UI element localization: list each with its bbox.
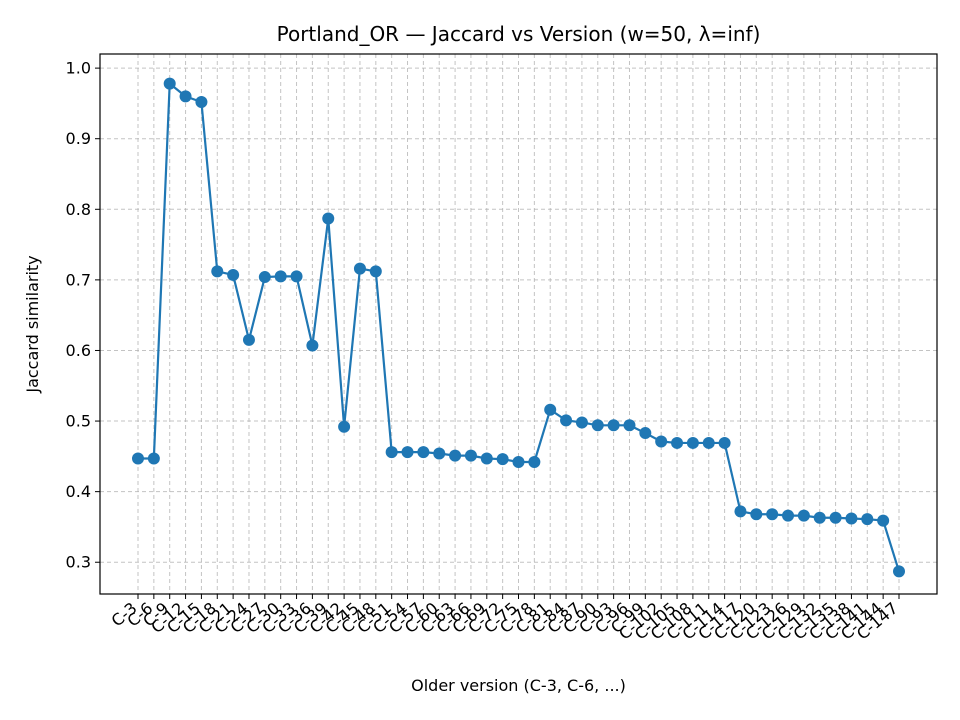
data-point bbox=[338, 420, 351, 433]
data-point bbox=[306, 339, 319, 352]
data-point bbox=[179, 90, 192, 103]
data-point bbox=[163, 77, 176, 90]
data-point bbox=[528, 456, 541, 468]
y-axis-label: Jaccard similarity bbox=[23, 255, 42, 393]
data-point bbox=[797, 509, 810, 522]
x-tick-labels: C-3C-6C-9C-12C-15C-18C-21C-24C-27C-30C-3… bbox=[108, 599, 902, 644]
data-point bbox=[480, 452, 493, 465]
data-point bbox=[750, 508, 763, 521]
data-points bbox=[132, 77, 905, 578]
y-tick-labels: 0.3 0.4 0.5 0.6 0.7 0.8 0.9 1.0 bbox=[66, 59, 91, 572]
data-point bbox=[227, 268, 240, 281]
data-point bbox=[433, 447, 446, 460]
data-point bbox=[353, 262, 366, 275]
data-point bbox=[544, 403, 557, 416]
data-point bbox=[385, 446, 398, 459]
data-point bbox=[607, 419, 620, 432]
data-point bbox=[829, 511, 842, 524]
y-tick-label: 0.5 bbox=[66, 412, 91, 431]
data-point bbox=[449, 449, 462, 462]
y-tick-label: 0.8 bbox=[66, 200, 91, 219]
data-point bbox=[893, 565, 905, 578]
data-point bbox=[195, 96, 208, 108]
data-point bbox=[290, 270, 303, 283]
data-point bbox=[417, 446, 430, 459]
data-point bbox=[686, 436, 699, 449]
y-tick-label: 0.9 bbox=[66, 129, 91, 148]
x-axis-label: Older version (C-3, C-6, ...) bbox=[411, 676, 626, 695]
data-point bbox=[702, 436, 715, 449]
data-point bbox=[575, 416, 588, 429]
data-point bbox=[877, 514, 890, 527]
chart-title: Portland_OR — Jaccard vs Version (w=50, … bbox=[277, 22, 761, 46]
y-tick-label: 0.4 bbox=[66, 482, 91, 501]
y-tick-label: 0.3 bbox=[66, 553, 91, 572]
data-point bbox=[591, 419, 604, 432]
data-point bbox=[369, 265, 382, 278]
data-point bbox=[258, 271, 271, 284]
y-tick-label: 0.7 bbox=[66, 270, 91, 289]
data-point bbox=[782, 509, 795, 522]
data-point bbox=[655, 435, 668, 448]
data-point bbox=[861, 513, 874, 526]
data-point bbox=[671, 436, 684, 449]
data-point bbox=[211, 265, 224, 278]
data-point bbox=[147, 452, 160, 465]
data-point bbox=[766, 508, 779, 521]
data-point bbox=[813, 511, 826, 524]
data-point bbox=[845, 512, 858, 525]
data-point bbox=[734, 505, 747, 518]
data-point bbox=[464, 449, 477, 462]
data-point bbox=[322, 212, 335, 225]
y-tick-label: 1.0 bbox=[66, 59, 91, 78]
y-tick-label: 0.6 bbox=[66, 341, 91, 360]
data-point bbox=[560, 414, 573, 427]
axis-ticks bbox=[95, 67, 900, 599]
data-point bbox=[274, 270, 287, 283]
data-point bbox=[132, 452, 144, 465]
data-point bbox=[401, 446, 414, 459]
data-point bbox=[512, 456, 525, 468]
grid bbox=[100, 54, 937, 594]
data-point bbox=[639, 427, 652, 440]
data-point bbox=[718, 436, 731, 449]
data-point bbox=[496, 453, 509, 466]
data-point bbox=[623, 419, 636, 432]
data-point bbox=[242, 333, 255, 346]
